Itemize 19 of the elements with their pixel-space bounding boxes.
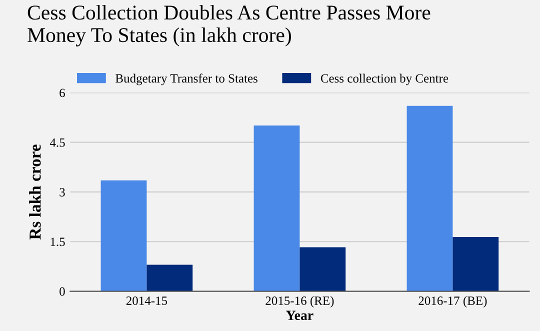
y-tick-label: 0 (60, 287, 65, 296)
y-axis-title: Rs lakh crore (29, 144, 41, 240)
y-tick-label: 3 (60, 188, 65, 196)
bar (146, 264, 193, 292)
chart-title: Cess Collection Doubles As Centre Passes More Money To States (in lakh crore) (28, 4, 430, 46)
bar (300, 247, 346, 292)
legend-label: Budgetary Transfer to States (116, 74, 258, 86)
y-tick-label: 4.5 (50, 138, 65, 147)
legend-label: Cess collection by Centre (320, 74, 448, 86)
bar (100, 180, 147, 292)
x-tick-label: 2016-17 (BE) (418, 296, 487, 308)
bar (254, 125, 300, 292)
x-tick-label: 2014-15 (126, 296, 168, 305)
x-axis-title: Year (286, 310, 314, 320)
y-tick-label: 1.5 (50, 238, 65, 246)
x-tick-label: 2015-16 (RE) (266, 296, 334, 308)
y-tick-label: 6 (60, 88, 65, 98)
bar (406, 106, 453, 292)
bar (452, 236, 499, 292)
